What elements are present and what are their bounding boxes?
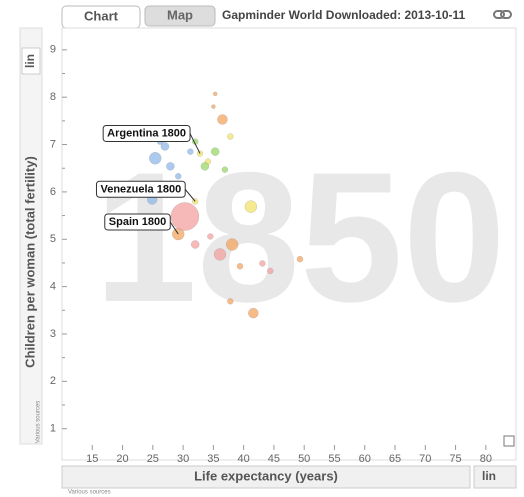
- annotation-leader: [189, 133, 201, 154]
- bubble: [296, 255, 304, 263]
- x-tick-label: 25: [147, 453, 159, 465]
- x-tick-label: 75: [449, 453, 461, 465]
- bubble: [227, 298, 234, 305]
- y-tick-label: 7: [50, 138, 56, 150]
- year-watermark: 1850: [94, 135, 506, 341]
- x-tick-label: 80: [480, 453, 492, 465]
- bubble: [187, 148, 194, 155]
- bubble: [244, 200, 258, 213]
- plot-frame: [61, 27, 517, 461]
- x-tick-label: 45: [268, 453, 280, 465]
- bubble: [212, 91, 218, 97]
- x-tick-label: 65: [389, 453, 401, 465]
- bubble: [210, 147, 220, 156]
- x-source[interactable]: Various sources: [68, 490, 111, 496]
- y-source[interactable]: Various sources: [36, 401, 42, 444]
- x-tick-label: 35: [207, 453, 219, 465]
- bubble: [211, 104, 216, 109]
- y-scale-select[interactable]: [21, 47, 41, 75]
- x-tick-label: 30: [177, 453, 189, 465]
- x-tick-label: 15: [86, 453, 98, 465]
- x-scale-select[interactable]: [473, 465, 517, 489]
- x-tick-label: 20: [116, 453, 128, 465]
- annotation-leader: [169, 221, 179, 235]
- tab-map-label[interactable]: Map: [167, 7, 193, 22]
- bubble: [200, 162, 210, 171]
- x-tick-label: 60: [359, 453, 371, 465]
- y-tick-label: 2: [50, 375, 56, 387]
- y-tick-label: 1: [50, 423, 56, 435]
- bubble: [160, 142, 170, 151]
- y-tick-label: 5: [50, 233, 56, 245]
- link-icon[interactable]: [493, 10, 512, 19]
- bubble: [248, 307, 259, 319]
- annotation-label: Argentina 1800: [107, 127, 186, 139]
- x-tick-label: 55: [328, 453, 340, 465]
- x-axis-title[interactable]: Life expectancy (years): [194, 468, 338, 483]
- y-axis-title[interactable]: Children per woman (total fertility): [22, 156, 37, 368]
- y-tick-label: 4: [50, 281, 56, 293]
- annotation-box: [102, 124, 191, 142]
- bubble: [175, 173, 182, 180]
- bubble: [225, 238, 239, 251]
- y-scale-label[interactable]: lin: [23, 54, 37, 68]
- bubble: [259, 260, 266, 267]
- bubble: [190, 240, 200, 249]
- x-axis-select[interactable]: [61, 465, 471, 489]
- x-scale-label[interactable]: lin: [482, 469, 496, 483]
- bubble: [170, 202, 200, 231]
- y-tick-label: 3: [50, 328, 56, 340]
- bubble: [221, 166, 229, 173]
- tab-map[interactable]: [144, 5, 216, 27]
- x-tick-label: 70: [419, 453, 431, 465]
- expand-button[interactable]: [503, 435, 515, 447]
- bubble: [213, 248, 227, 261]
- y-axis-panel: [19, 27, 43, 445]
- bubble: [267, 267, 274, 275]
- bubble: [217, 114, 228, 125]
- page-title: Gapminder World Downloaded: 2013-10-11: [222, 8, 465, 22]
- y-tick-label: 6: [50, 186, 56, 198]
- bubble: [207, 233, 214, 240]
- tab-chart-label[interactable]: Chart: [84, 8, 119, 23]
- annotation-box: [95, 180, 186, 198]
- annotation-label: Spain 1800: [109, 216, 166, 228]
- annotation-label: Venezuela 1800: [100, 183, 181, 195]
- x-tick-label: 40: [238, 453, 250, 465]
- y-tick-label: 8: [50, 91, 56, 103]
- bubble: [149, 152, 162, 165]
- y-tick-label: 9: [50, 44, 56, 56]
- x-tick-label: 50: [298, 453, 310, 465]
- bubble: [227, 133, 234, 140]
- annotation-leader: [184, 189, 196, 202]
- annotation-box: [104, 213, 171, 231]
- bubble: [236, 263, 244, 270]
- bubble: [166, 162, 175, 171]
